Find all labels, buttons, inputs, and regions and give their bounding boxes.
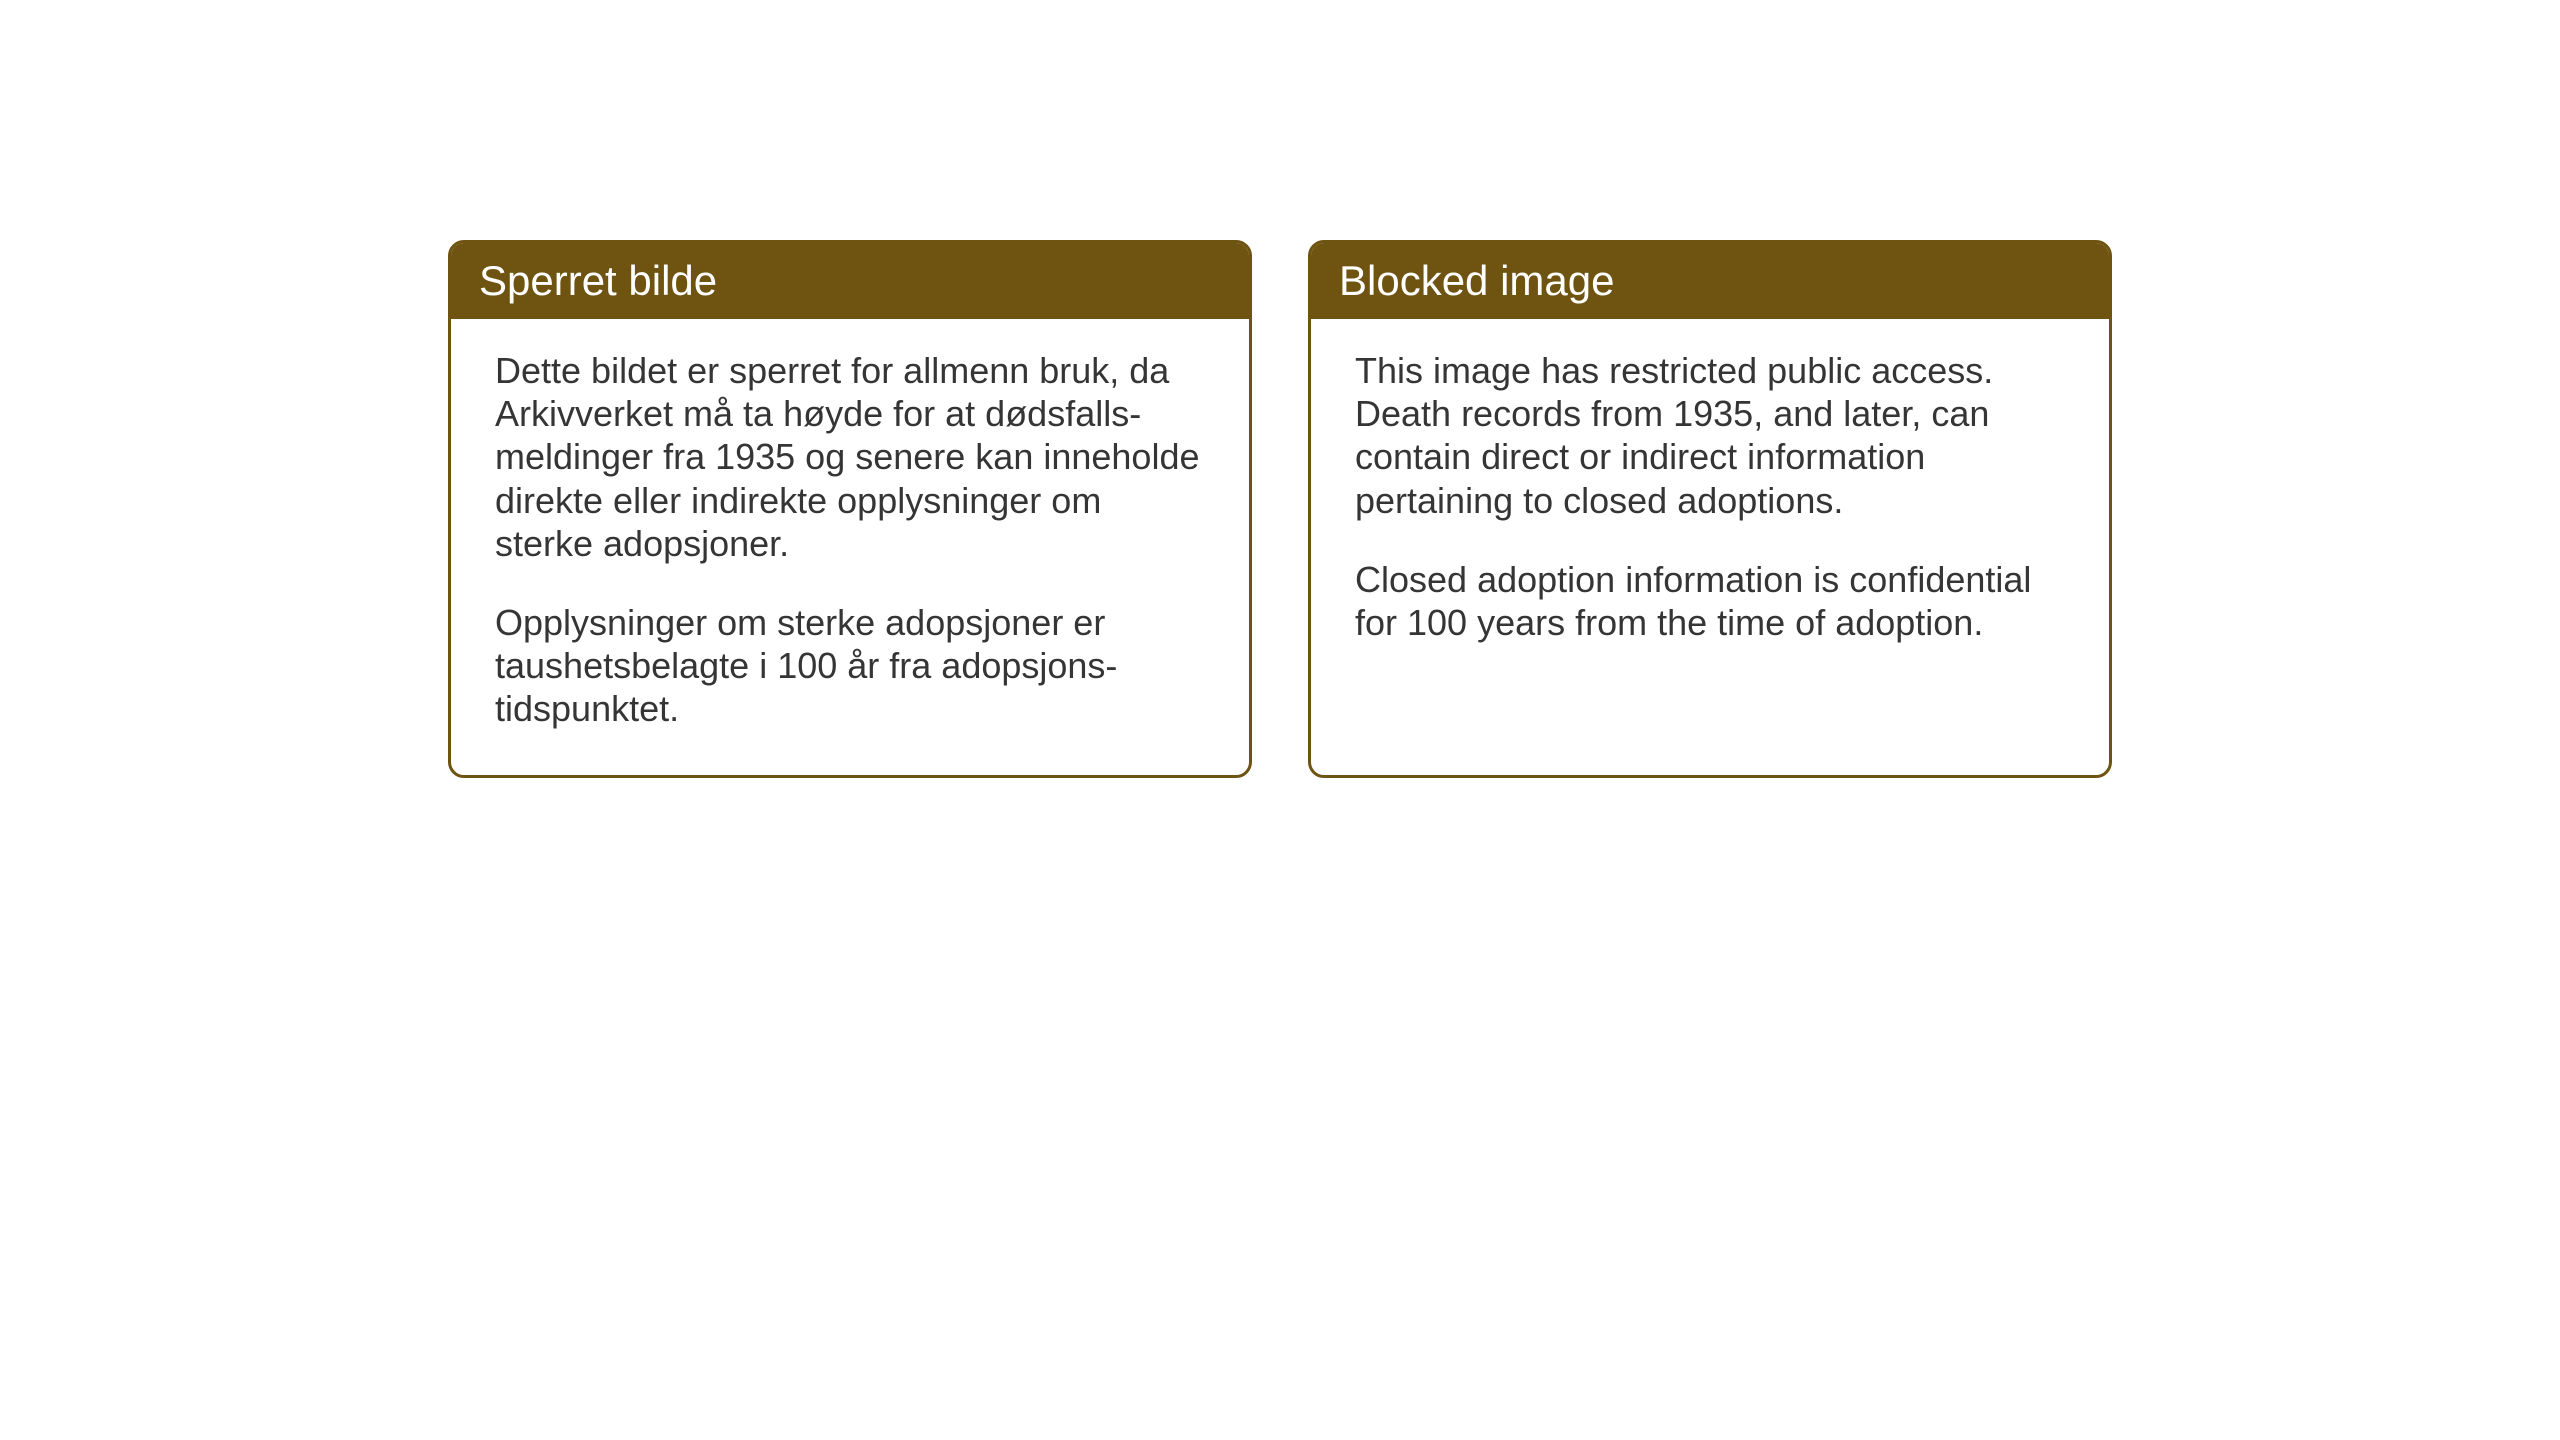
english-card-header: Blocked image [1311, 243, 2109, 319]
norwegian-paragraph-1: Dette bildet er sperret for allmenn bruk… [495, 349, 1205, 565]
english-card-body: This image has restricted public access.… [1311, 319, 2109, 688]
norwegian-card-title: Sperret bilde [479, 257, 717, 304]
english-paragraph-2: Closed adoption information is confident… [1355, 558, 2065, 644]
english-card-title: Blocked image [1339, 257, 1614, 304]
notice-cards-container: Sperret bilde Dette bildet er sperret fo… [448, 240, 2112, 778]
norwegian-card-header: Sperret bilde [451, 243, 1249, 319]
norwegian-card-body: Dette bildet er sperret for allmenn bruk… [451, 319, 1249, 775]
norwegian-notice-card: Sperret bilde Dette bildet er sperret fo… [448, 240, 1252, 778]
english-paragraph-1: This image has restricted public access.… [1355, 349, 2065, 522]
english-notice-card: Blocked image This image has restricted … [1308, 240, 2112, 778]
norwegian-paragraph-2: Opplysninger om sterke adopsjoner er tau… [495, 601, 1205, 731]
